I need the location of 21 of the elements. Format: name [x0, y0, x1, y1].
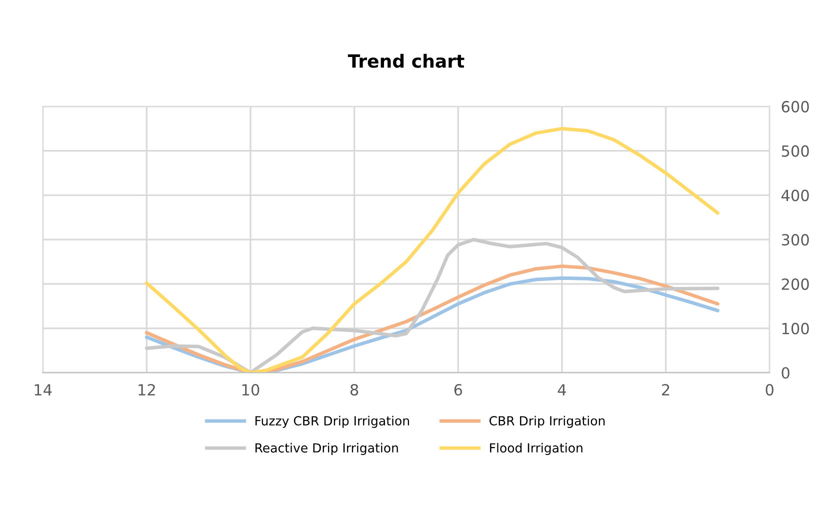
x-tick-label: 14	[34, 384, 52, 396]
x-tick-label: 6	[454, 384, 462, 396]
chart-title: Trend chart	[348, 54, 464, 68]
legend-label: Reactive Drip Irrigation	[256, 442, 398, 456]
x-tick-label: 10	[242, 384, 260, 396]
y-tick-label: 500	[782, 145, 809, 157]
y-tick-label: 300	[782, 234, 809, 246]
y-tick-label: 200	[782, 278, 809, 290]
x-tick-label: 4	[558, 384, 566, 396]
x-tick-label: 2	[662, 384, 670, 396]
legend-label: CBR Drip Irrigation	[490, 416, 605, 428]
y-tick-label: 100	[782, 322, 809, 334]
legend-label: Flood Irrigation	[490, 442, 582, 456]
line-series	[144, 126, 720, 373]
x-tick-label: 0	[766, 384, 774, 396]
y-tick-label: 600	[782, 100, 809, 112]
legend-label: Fuzzy CBR Drip Irrigation	[256, 416, 410, 428]
x-tick-label: 12	[138, 384, 155, 396]
y-tick-label: 0	[782, 367, 790, 379]
y-tick-label: 400	[781, 190, 809, 202]
x-tick-label: 8	[350, 384, 358, 396]
